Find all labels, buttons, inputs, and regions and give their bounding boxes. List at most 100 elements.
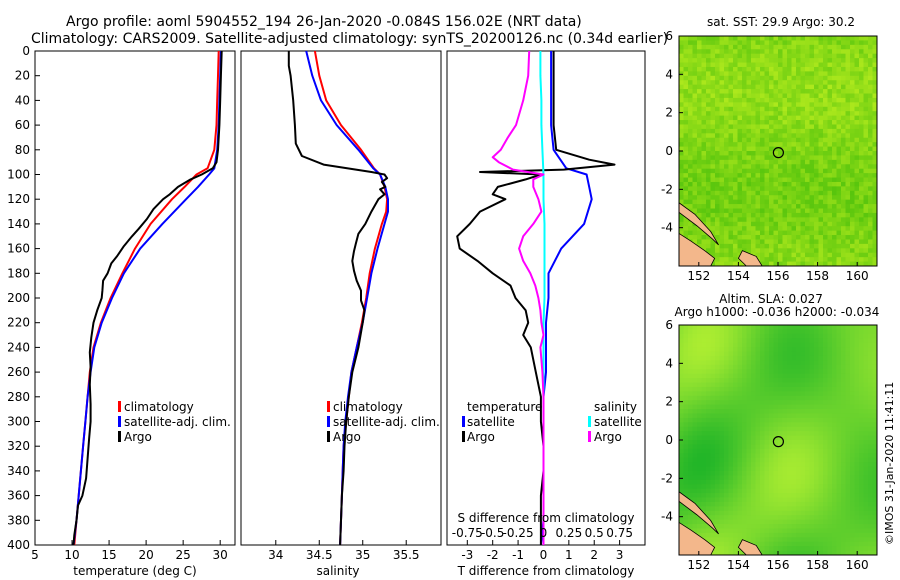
map-cell <box>719 484 725 490</box>
map-cell <box>805 329 810 335</box>
map-cell <box>701 49 707 55</box>
map-cell <box>872 177 878 183</box>
map-cell <box>742 190 747 196</box>
map-cell <box>791 462 797 467</box>
map-cell <box>832 89 837 94</box>
map-cell <box>701 448 707 454</box>
map-cell <box>805 49 810 55</box>
map-cell <box>832 528 837 534</box>
map-cell <box>787 519 792 525</box>
map-cell <box>769 111 774 117</box>
map-cell <box>773 475 779 481</box>
map-cell <box>683 431 689 436</box>
map-cell <box>800 181 806 187</box>
map-cell <box>683 168 689 174</box>
map-cell <box>827 426 833 432</box>
map-cell <box>683 369 689 375</box>
map-cell <box>760 550 765 556</box>
map-cell <box>719 386 725 392</box>
s-diff-tick-label: -0.75 <box>452 526 483 540</box>
map-cell <box>836 444 842 450</box>
map-cell <box>764 386 770 392</box>
map-cell <box>854 546 860 551</box>
map-cell <box>746 106 752 112</box>
map-cell <box>827 159 833 165</box>
map-cell <box>845 49 851 55</box>
map-cell <box>706 369 711 375</box>
map-cell <box>706 235 711 240</box>
map-cell <box>764 431 770 436</box>
map-cell <box>778 208 783 214</box>
map-cell <box>823 137 828 143</box>
map-cell <box>724 164 729 170</box>
map-cell <box>854 49 860 55</box>
map-cell <box>823 164 828 170</box>
series-line-argo <box>287 51 389 546</box>
map-cell <box>760 111 765 117</box>
map-cell <box>769 537 774 543</box>
map-cell <box>800 453 806 459</box>
map-cell <box>782 151 788 156</box>
map-cell <box>692 497 698 503</box>
map-cell <box>751 44 756 50</box>
map-cell <box>814 457 819 463</box>
map-cell <box>818 190 824 196</box>
map-cell <box>809 195 815 201</box>
map-cell <box>836 186 842 192</box>
map-cell <box>769 230 774 236</box>
map-cell <box>841 453 846 459</box>
map-cell <box>845 333 851 339</box>
map-cell <box>715 497 720 503</box>
map-cell <box>778 115 783 121</box>
map-cell <box>697 71 702 77</box>
map-cell <box>827 97 833 103</box>
map-cell <box>836 426 842 432</box>
map-cell <box>836 479 842 485</box>
map-cell <box>679 159 684 165</box>
map-cell <box>841 409 846 414</box>
map-cell <box>728 413 734 419</box>
map-cell <box>773 378 779 383</box>
map-cell <box>872 80 878 86</box>
map-cell <box>692 239 698 245</box>
map-cell <box>733 239 738 245</box>
series-line-argo <box>72 50 223 546</box>
map-cell <box>715 128 720 134</box>
map-cell <box>760 355 765 361</box>
map-cell <box>814 199 819 205</box>
map-cell <box>760 444 765 450</box>
map-cell <box>755 364 761 370</box>
map-cell <box>836 355 842 361</box>
map-cell <box>706 537 711 543</box>
map-cell <box>818 546 824 551</box>
map-cell <box>796 208 801 214</box>
map-cell <box>818 395 824 401</box>
map-cell <box>859 488 864 494</box>
map-cell <box>737 400 743 406</box>
map-cell <box>832 329 837 335</box>
map-cell <box>706 243 711 249</box>
map-cell <box>800 62 806 68</box>
map-cell <box>863 190 869 196</box>
map-cell <box>854 173 860 178</box>
map-cell <box>778 120 783 125</box>
map-lon-label: 152 <box>687 269 710 283</box>
map-cell <box>850 221 855 227</box>
map-cell <box>706 173 711 178</box>
depth-tick-label: 100 <box>7 168 30 182</box>
map-cell <box>701 44 707 50</box>
map-cell <box>836 66 842 72</box>
map-cell <box>719 404 725 410</box>
map-cell <box>692 475 698 481</box>
map-cell <box>787 422 792 428</box>
map-cell <box>706 137 711 143</box>
map-cell <box>760 470 765 476</box>
map-cell <box>769 524 774 529</box>
map-cell <box>733 369 738 375</box>
map-cell <box>796 338 801 344</box>
map-cell <box>809 422 815 428</box>
map-cell <box>692 360 698 366</box>
map-cell <box>697 431 702 436</box>
map-cell <box>787 325 792 330</box>
map-cell <box>796 128 801 134</box>
